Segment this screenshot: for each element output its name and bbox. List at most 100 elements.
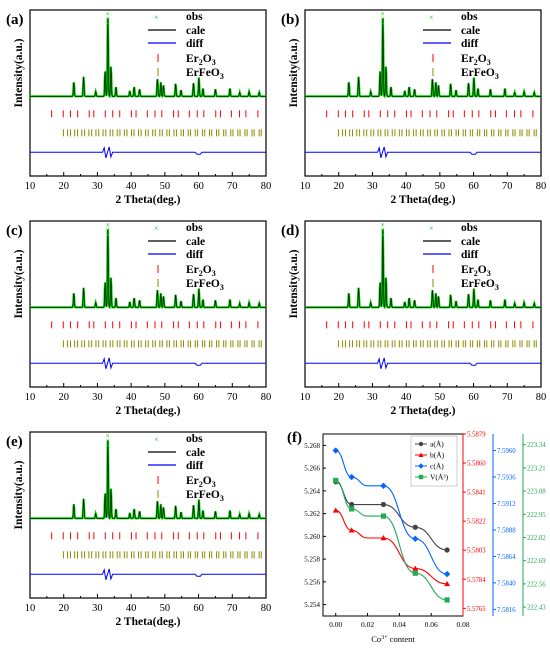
- x-tick-label: 80: [536, 392, 547, 403]
- legend-marker: [418, 441, 424, 447]
- legend-label: c(Å): [430, 462, 444, 471]
- x-tick-label: 60: [193, 392, 204, 403]
- legend-erfeo3-text: ErFeO: [186, 489, 220, 501]
- x-tick-label: 20: [333, 181, 344, 192]
- x-axis-label: 2 Theta(deg.): [391, 194, 456, 206]
- x-axis-label: 2 Theta(deg.): [116, 405, 181, 417]
- x-tick-label: 60: [468, 181, 479, 192]
- y-tick-label: 7.5816: [497, 607, 516, 614]
- legend-er2o3-label: Er2O3: [186, 475, 216, 489]
- xrd-panel-e: (e) 10 20 30 40 50 60 70 80 2 Theta(deg.) Intensit…: [6, 431, 271, 628]
- legend-erfeo3-sub: 3: [220, 72, 224, 81]
- x-tick-label: 70: [227, 603, 238, 614]
- y-axis-label: Intensity(a.u.): [13, 249, 25, 318]
- legend-obs-marker: ×: [429, 13, 434, 22]
- panel-label: (d): [281, 223, 299, 239]
- diff-curve: [29, 567, 266, 581]
- x-tick-label: 30: [92, 603, 103, 614]
- y-tick-label: 5.5879: [467, 432, 486, 439]
- x-tick-label: 10: [300, 181, 311, 192]
- x-tick-label: 20: [58, 603, 69, 614]
- legend-erfeo3-text: ErFeO: [461, 278, 495, 290]
- x-tick-label: 60: [468, 392, 479, 403]
- x-tick-label: 50: [160, 181, 171, 192]
- obs-marker: ×: [105, 19, 110, 28]
- obs-marker: ×: [105, 436, 110, 445]
- y-tick-label: 223.08: [527, 489, 546, 496]
- obs-marker: ×: [380, 14, 385, 23]
- legend-obs-label: obs: [461, 222, 478, 234]
- y-tick-label: 5.268: [304, 442, 320, 450]
- legend-er2o3-sub: 2: [199, 480, 203, 489]
- legend-er2o3-o: O: [478, 53, 487, 65]
- x-tick-label: 70: [227, 181, 238, 192]
- y-tick-label: 7.5888: [497, 527, 516, 534]
- x-tick-label: 70: [502, 181, 513, 192]
- legend-label: V(Å³): [430, 473, 449, 482]
- y-tick-label: 7.5912: [497, 501, 516, 508]
- x-tick-label: 30: [92, 181, 103, 192]
- y-tick-label: 5.266: [304, 465, 320, 473]
- legend-er2o3-text: Er: [461, 264, 474, 276]
- cale-profile: [30, 440, 266, 519]
- data-point: [349, 501, 355, 508]
- xrd-panel-b: (b) 10 20 30 40 50 60 70 80 2 Theta(deg.) Intensit…: [281, 9, 547, 206]
- legend-er2o3-sub: 2: [474, 58, 478, 67]
- x-tick-label: 30: [367, 181, 378, 192]
- legend-er2o3-sub2: 3: [212, 58, 216, 67]
- data-point: [380, 513, 387, 519]
- data-point: [412, 570, 418, 576]
- data-point: [380, 501, 387, 508]
- data-point: [412, 535, 419, 542]
- x-axis-label: Co3+ content: [371, 634, 415, 644]
- legend-er2o3-text: Er: [461, 53, 474, 65]
- x-axis-label-end: content: [388, 634, 416, 644]
- y-tick-label: 7.5960: [497, 448, 516, 455]
- diff-curve: [29, 145, 266, 159]
- obs-marker: ×: [380, 9, 385, 18]
- legend-er2o3-o: O: [203, 475, 212, 487]
- legend-cale-label: cale: [461, 25, 480, 37]
- y-axis-label: Intensity(a.u.): [13, 38, 25, 107]
- y-axis-label: Intensity(a.u.): [288, 38, 300, 107]
- legend-er2o3-sub2: 3: [487, 58, 491, 67]
- data-point: [332, 507, 339, 513]
- legend-marker: [418, 452, 424, 457]
- legend-er2o3-o: O: [203, 264, 212, 276]
- y-tick-label: 222.95: [527, 512, 546, 519]
- y-tick-label: 223.21: [527, 465, 546, 472]
- xrd-panel-d: (d) 10 20 30 40 50 60 70 80 2 Theta(deg.) Intensit…: [281, 220, 547, 417]
- legend-er2o3-text: Er: [186, 264, 199, 276]
- legend-obs-label: obs: [186, 433, 203, 445]
- x-tick-label: 70: [502, 392, 513, 403]
- legend-diff-label: diff: [461, 249, 478, 261]
- obs-marker: ×: [105, 220, 110, 229]
- y-axis-label: Intensity(a.u.): [288, 249, 300, 318]
- y-tick-label: 5.262: [304, 510, 320, 518]
- x-tick-label: 10: [25, 181, 36, 192]
- x-tick-label: 10: [25, 603, 36, 614]
- legend-cale-label: cale: [186, 25, 205, 37]
- y-tick-label: 5.5841: [467, 490, 486, 497]
- y-tick-label: 7.5864: [497, 554, 516, 561]
- x-tick-label: 40: [126, 181, 137, 192]
- legend-er2o3-sub: 2: [199, 58, 203, 67]
- cale-profile: [305, 229, 541, 308]
- y-tick-label: 5.5822: [467, 519, 486, 526]
- legend-er2o3-label: Er2O3: [186, 264, 216, 278]
- obs-marker: ×: [380, 230, 385, 239]
- legend-er2o3-sub2: 3: [212, 269, 216, 278]
- xrd-panel-a: (a) 10 20 30 40 50 60 70 80 2 Theta(deg.) Intensit…: [6, 9, 271, 206]
- legend-obs-marker: ×: [154, 224, 159, 233]
- y-tick-label: 5.254: [304, 601, 320, 609]
- obs-marker: ×: [105, 441, 110, 450]
- x-tick-label: 0.00: [329, 620, 342, 629]
- legend-erfeo3-text: ErFeO: [186, 278, 220, 290]
- legend-marker: [418, 474, 424, 480]
- x-tick-label: 80: [536, 181, 547, 192]
- legend-cale-label: cale: [461, 236, 480, 248]
- panel-label: (a): [6, 12, 24, 28]
- data-point: [349, 506, 355, 512]
- x-axis-label-co: Co: [371, 634, 381, 644]
- y-tick-label: 5.264: [304, 487, 320, 495]
